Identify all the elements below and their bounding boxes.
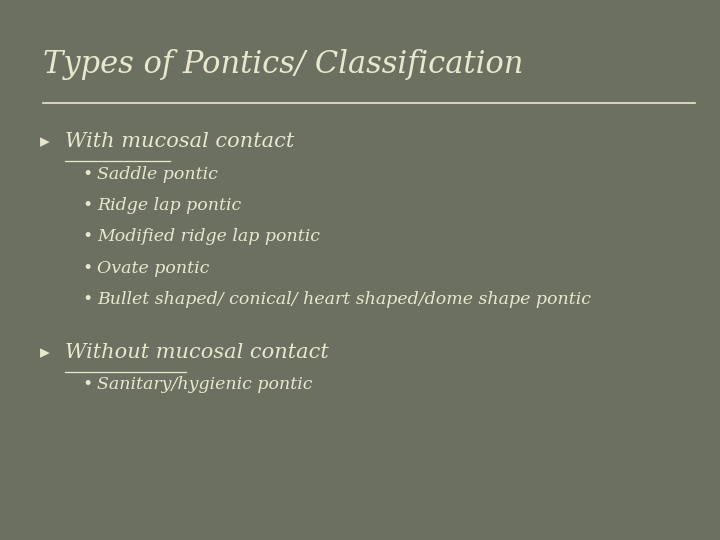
- Text: ▸: ▸: [40, 343, 50, 362]
- Text: •: •: [83, 197, 93, 214]
- Text: ▸: ▸: [40, 132, 50, 151]
- Text: •: •: [83, 166, 93, 183]
- Text: Saddle pontic: Saddle pontic: [97, 166, 218, 183]
- Text: Without mucosal contact: Without mucosal contact: [65, 343, 328, 362]
- Text: •: •: [83, 228, 93, 245]
- Text: Types of Pontics/ Classification: Types of Pontics/ Classification: [43, 49, 523, 80]
- Text: With mucosal contact: With mucosal contact: [65, 132, 294, 151]
- Text: Sanitary/hygienic pontic: Sanitary/hygienic pontic: [97, 376, 312, 393]
- Text: •: •: [83, 260, 93, 276]
- Text: Ovate pontic: Ovate pontic: [97, 260, 210, 276]
- Text: Modified ridge lap pontic: Modified ridge lap pontic: [97, 228, 320, 245]
- Text: •: •: [83, 291, 93, 308]
- Text: •: •: [83, 376, 93, 393]
- Text: Ridge lap pontic: Ridge lap pontic: [97, 197, 241, 214]
- Text: Bullet shaped/ conical/ heart shaped/dome shape pontic: Bullet shaped/ conical/ heart shaped/dom…: [97, 291, 591, 308]
